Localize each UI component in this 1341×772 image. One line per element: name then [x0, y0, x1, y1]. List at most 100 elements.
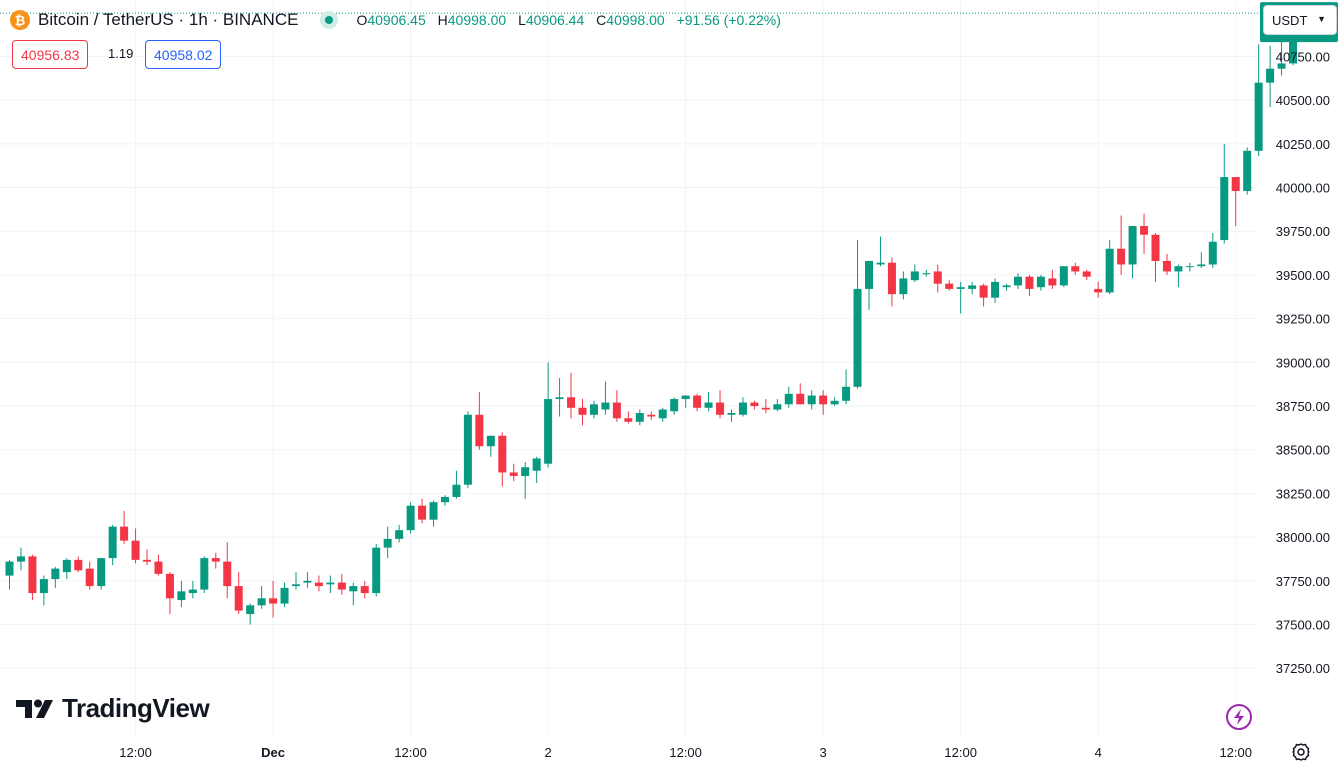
candle-up — [62, 558, 71, 580]
candle-body — [62, 559, 71, 573]
candle-down — [933, 264, 942, 293]
candle-up — [200, 556, 209, 594]
candle-body — [704, 402, 713, 408]
candle-up — [108, 524, 117, 566]
candle-up — [440, 495, 449, 506]
candle-body — [28, 556, 37, 594]
candle-up — [922, 269, 931, 277]
candle-body — [406, 505, 415, 531]
candle-up — [372, 544, 381, 597]
candle-body — [16, 556, 25, 562]
candle-up — [1208, 232, 1217, 268]
price-tick-label: 38250.00 — [1276, 486, 1330, 501]
candle-body — [1117, 248, 1126, 265]
candle-body — [1105, 248, 1114, 293]
currency-select[interactable]: USDT ▼ — [1263, 5, 1337, 35]
time-axis[interactable]: 12:00 Dec 12:00 2 12:00 3 12:00 4 12:00 — [119, 745, 1252, 760]
candle-body — [601, 402, 610, 410]
candle-body — [486, 435, 495, 447]
candle-body — [440, 496, 449, 503]
candle-body — [1266, 68, 1275, 83]
candle-body — [509, 472, 518, 476]
candle-up — [670, 397, 679, 415]
candle-body — [131, 540, 140, 560]
candle-up — [589, 400, 598, 419]
price-tick-label: 40750.00 — [1276, 49, 1330, 64]
candle-up — [463, 411, 472, 489]
sell-price-button[interactable]: 40956.83 — [12, 40, 89, 69]
candle-up — [326, 575, 335, 594]
candle-down — [269, 580, 278, 618]
candle-body — [716, 402, 725, 415]
candle-body — [280, 587, 289, 604]
candle-down — [567, 372, 576, 419]
low-key: L — [518, 12, 526, 28]
candle-down — [28, 554, 37, 601]
candle-up — [188, 580, 197, 599]
candle-down — [1082, 269, 1091, 281]
tradingview-logo[interactable]: TradingView — [16, 693, 210, 724]
candle-up — [738, 397, 747, 417]
candle-body — [727, 413, 736, 415]
price-tick-label: 39000.00 — [1276, 355, 1330, 370]
candle-body — [1185, 266, 1194, 268]
candle-up — [727, 409, 736, 422]
candle-body — [1013, 276, 1022, 286]
candle-body — [589, 404, 598, 415]
candle-down — [624, 411, 633, 424]
candle-up — [968, 281, 977, 295]
lightning-icon[interactable] — [1226, 704, 1252, 730]
candle-up — [16, 547, 25, 571]
high-key: H — [437, 12, 448, 28]
buy-price-button[interactable]: 40958.02 — [145, 40, 222, 69]
price-axis[interactable]: 37250.00 37500.00 37750.00 38000.00 38250.00… — [1276, 49, 1330, 676]
candle-body — [360, 586, 369, 594]
candle-body — [842, 386, 851, 401]
candle-down — [578, 399, 587, 426]
spread-value: 1.19 — [108, 46, 134, 61]
candle-body — [612, 402, 621, 419]
price-tick-label: 39750.00 — [1276, 224, 1330, 239]
candle-up — [1197, 252, 1206, 268]
candle-body — [693, 395, 702, 408]
low-value: 40906.44 — [525, 12, 585, 28]
candle-up — [257, 586, 266, 609]
candle-body — [429, 502, 438, 520]
candle-body — [108, 526, 117, 559]
candle-up — [521, 461, 530, 499]
high-value: 40998.00 — [447, 12, 507, 28]
candle-down — [819, 390, 828, 415]
candle-down — [131, 528, 140, 564]
candle-body — [292, 584, 300, 587]
candle-up — [601, 381, 610, 415]
candle-body — [968, 285, 977, 289]
price-tick-label: 38750.00 — [1276, 399, 1330, 414]
candle-up — [280, 582, 289, 608]
candle-body — [910, 271, 919, 281]
candle-body — [1208, 241, 1217, 265]
price-tick-label: 37250.00 — [1276, 661, 1330, 676]
candle-body — [1059, 266, 1068, 286]
candle-body — [372, 547, 381, 594]
candle-body — [39, 579, 48, 594]
candle-body — [1231, 177, 1240, 192]
tradingview-wordmark: TradingView — [62, 693, 210, 723]
price-tick-label: 38000.00 — [1276, 530, 1330, 545]
candle-down — [120, 510, 129, 545]
candle-up — [51, 566, 60, 588]
candle-up — [853, 239, 862, 389]
candle-up — [773, 399, 782, 412]
candle-body — [1254, 82, 1263, 151]
candle-down — [74, 556, 83, 573]
candle-body — [933, 271, 942, 284]
candle-down — [1117, 215, 1126, 275]
candle-body — [991, 281, 1000, 298]
candle-up — [1013, 273, 1022, 289]
candle-body — [796, 393, 805, 405]
candle-body — [681, 395, 690, 400]
symbol-title[interactable]: Bitcoin / TetherUS · 1h · BINANCE — [38, 10, 299, 29]
candle-up — [1254, 44, 1263, 157]
settings-gear-icon[interactable] — [1291, 742, 1311, 762]
candle-body — [1048, 278, 1057, 286]
